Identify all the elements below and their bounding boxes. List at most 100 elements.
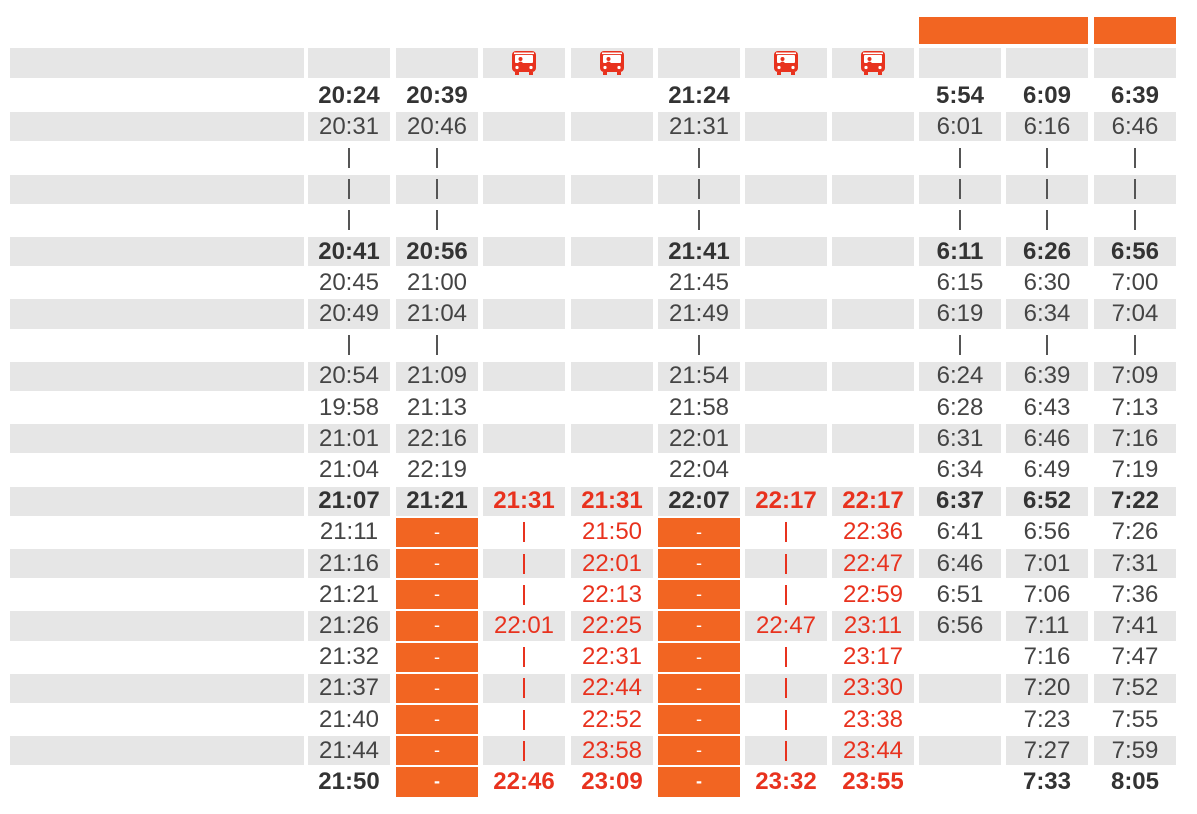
- departure-time: 22:17: [745, 486, 827, 516]
- departure-time: 7:55: [1094, 705, 1176, 735]
- station-name: [10, 673, 304, 703]
- departure-time: [571, 268, 653, 298]
- departure-time: [483, 299, 565, 329]
- departure-time: [745, 268, 827, 298]
- departure-time: [832, 268, 914, 298]
- station-name: [10, 424, 304, 454]
- pass-bar: [785, 647, 787, 668]
- departure-time: [832, 174, 914, 204]
- pass-through-marker: [308, 143, 390, 173]
- departure-time: 23:30: [832, 673, 914, 703]
- departure-time: 7:52: [1094, 673, 1176, 703]
- departure-time: [483, 393, 565, 423]
- departure-time: 23:38: [832, 705, 914, 735]
- pass-through-marker: [1006, 174, 1088, 204]
- no-service-block: -: [396, 767, 478, 797]
- station-name: [10, 174, 304, 204]
- departure-time: [919, 673, 1001, 703]
- station-name: [10, 549, 304, 579]
- departure-time: 20:56: [396, 237, 478, 267]
- departure-time: 6:52: [1006, 486, 1088, 516]
- pass-through-marker: [1006, 330, 1088, 360]
- day-header-saturday: [1094, 17, 1176, 44]
- departure-time: [832, 330, 914, 360]
- bus-icon: [509, 48, 539, 78]
- departure-time: [745, 455, 827, 485]
- station-name: [10, 361, 304, 391]
- departure-time: 6:30: [1006, 268, 1088, 298]
- departure-time: 21:21: [308, 580, 390, 610]
- departure-time: 6:51: [919, 580, 1001, 610]
- departure-time: [832, 455, 914, 485]
- pass-bar: [1134, 179, 1136, 200]
- no-service-block: -: [396, 705, 478, 735]
- departure-time: 22:01: [483, 611, 565, 641]
- station-name: [10, 205, 304, 235]
- departure-time: 6:26: [1006, 237, 1088, 267]
- departure-time: 6:39: [1094, 81, 1176, 111]
- departure-time: 7:27: [1006, 736, 1088, 766]
- bus-icon: [858, 48, 888, 78]
- pass-bar: [1134, 335, 1136, 356]
- pass-through-marker: [483, 673, 565, 703]
- departure-time: [745, 361, 827, 391]
- pass-bar: [436, 210, 438, 231]
- departure-time: [832, 205, 914, 235]
- pass-bar: [436, 335, 438, 356]
- pass-bar: [436, 147, 438, 168]
- column-header-bus: [483, 48, 565, 78]
- departure-time: 22:25: [571, 611, 653, 641]
- departure-time: 22:17: [832, 486, 914, 516]
- column-header: [658, 48, 740, 78]
- no-service-block: -: [396, 611, 478, 641]
- station-name: [10, 486, 304, 516]
- departure-time: [832, 424, 914, 454]
- no-service-block: -: [396, 549, 478, 579]
- departure-time: 23:32: [745, 767, 827, 797]
- departure-time: 7:16: [1006, 642, 1088, 672]
- pass-bar: [523, 678, 525, 699]
- pass-bar: [698, 147, 700, 168]
- departure-time: [919, 642, 1001, 672]
- pass-through-marker: [1094, 205, 1176, 235]
- no-service-block: -: [658, 767, 740, 797]
- station-name: [10, 299, 304, 329]
- departure-time: [483, 143, 565, 173]
- no-service-block: -: [396, 673, 478, 703]
- station-name: [10, 580, 304, 610]
- no-service-block: -: [658, 736, 740, 766]
- departure-time: 21:49: [658, 299, 740, 329]
- departure-time: 7:13: [1094, 393, 1176, 423]
- departure-time: 6:56: [1094, 237, 1176, 267]
- departure-time: 20:45: [308, 268, 390, 298]
- departure-time: 23:55: [832, 767, 914, 797]
- departure-time: 21:41: [658, 237, 740, 267]
- pass-through-marker: [658, 205, 740, 235]
- departure-time: 6:24: [919, 361, 1001, 391]
- departure-time: 6:15: [919, 268, 1001, 298]
- departure-time: 23:09: [571, 767, 653, 797]
- departure-time: [571, 112, 653, 142]
- pass-bar: [1134, 210, 1136, 231]
- pass-through-marker: [658, 174, 740, 204]
- departure-time: [832, 361, 914, 391]
- departure-time: 21:01: [308, 424, 390, 454]
- pass-bar: [785, 678, 787, 699]
- station-name: [10, 455, 304, 485]
- departure-time: 20:46: [396, 112, 478, 142]
- no-service-block: -: [658, 517, 740, 547]
- departure-time: 7:41: [1094, 611, 1176, 641]
- departure-time: [832, 237, 914, 267]
- departure-time: 6:39: [1006, 361, 1088, 391]
- station-name: [10, 81, 304, 111]
- departure-time: [571, 330, 653, 360]
- header-row: [10, 48, 304, 78]
- departure-time: [483, 330, 565, 360]
- no-service-block: -: [658, 611, 740, 641]
- pass-through-marker: [745, 642, 827, 672]
- column-header: [1006, 48, 1088, 78]
- pass-through-marker: [396, 143, 478, 173]
- pass-through-marker: [745, 517, 827, 547]
- departure-time: 7:47: [1094, 642, 1176, 672]
- departure-time: 7:11: [1006, 611, 1088, 641]
